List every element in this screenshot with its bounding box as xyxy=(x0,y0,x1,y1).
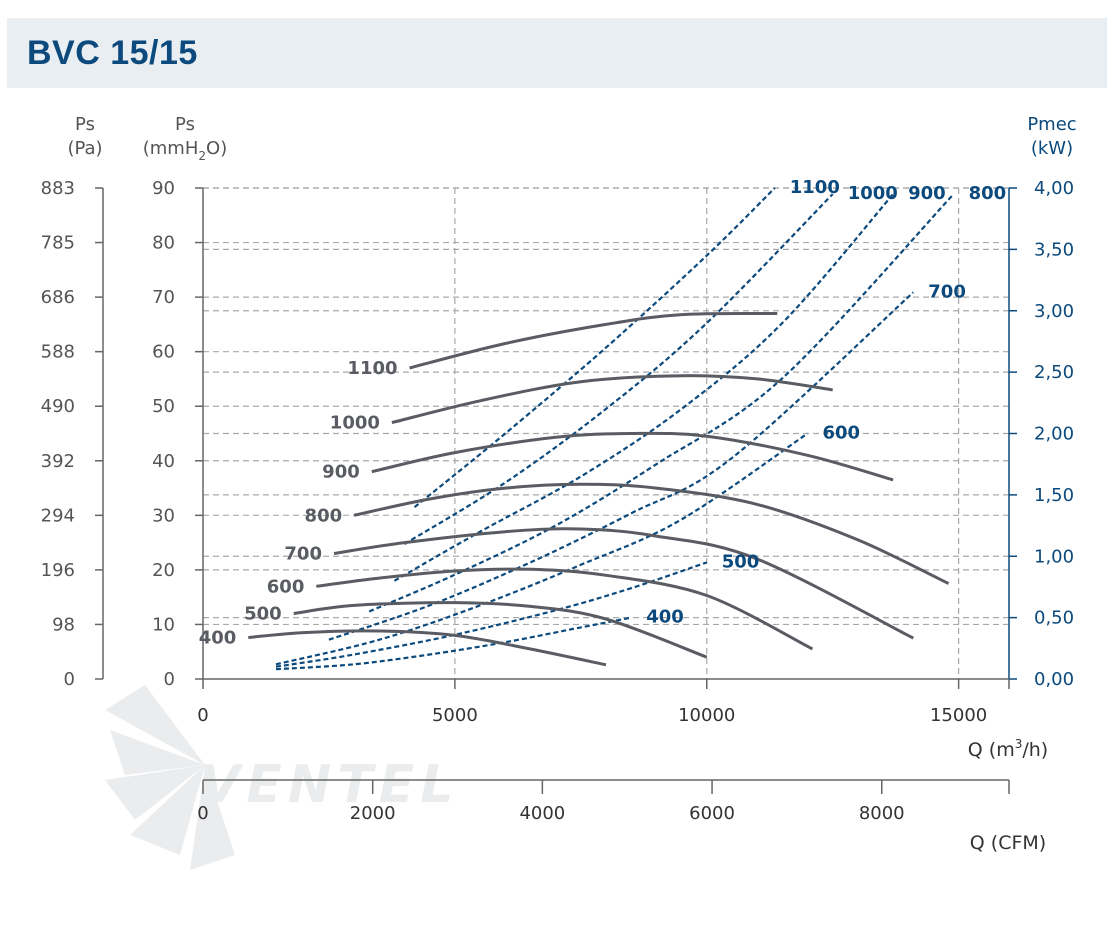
mm-tick-label: 80 xyxy=(152,233,175,254)
kw-tick-label: 0,00 xyxy=(1034,669,1074,690)
x-axis-title: Q (m3/h) xyxy=(968,737,1048,761)
power-curve-label-700: 700 xyxy=(928,281,966,302)
power-curve-500 xyxy=(275,561,708,668)
power-curve-label-1000: 1000 xyxy=(848,183,898,204)
right-axis-unit: (kW) xyxy=(1031,138,1073,159)
kw-tick-label: 4,00 xyxy=(1034,178,1074,199)
power-curve-800 xyxy=(368,193,955,613)
cfm-tick-label: 2000 xyxy=(350,803,396,824)
mm-tick-label: 30 xyxy=(152,505,175,526)
watermark-logo: VENTEL xyxy=(105,685,459,870)
pressure-curve-label-400: 400 xyxy=(199,628,237,649)
power-curve-label-800: 800 xyxy=(969,183,1007,204)
pressure-curve-700 xyxy=(333,527,914,640)
kw-tick-label: 3,00 xyxy=(1034,301,1074,322)
pressure-curve-400 xyxy=(248,629,607,667)
kw-tick-label: 2,00 xyxy=(1034,424,1074,445)
mid-axis-unit-mm: (mmH2O) xyxy=(143,138,227,163)
mm-tick-label: 20 xyxy=(152,560,175,581)
x-tick-label: 10000 xyxy=(678,705,735,726)
pressure-curve-label-1000: 1000 xyxy=(330,413,380,434)
pressure-curve-label-500: 500 xyxy=(244,604,282,625)
power-curve-700 xyxy=(328,291,915,641)
power-curve-label-1100: 1100 xyxy=(790,177,840,198)
watermark-text: VENTEL xyxy=(200,755,459,815)
kw-tick-label: 1,50 xyxy=(1034,485,1074,506)
x-tick-label: 5000 xyxy=(432,705,478,726)
pressure-curve-1000 xyxy=(391,374,833,425)
power-curve-1100 xyxy=(413,187,776,508)
kw-tick-label: 2,50 xyxy=(1034,362,1074,383)
pressure-curve-label-1100: 1100 xyxy=(347,358,397,379)
pa-tick-label: 196 xyxy=(41,560,75,581)
cfm-tick-label: 6000 xyxy=(689,803,735,824)
pressure-curve-1100 xyxy=(409,311,778,370)
mm-tick-label: 50 xyxy=(152,396,175,417)
mm-tick-label: 60 xyxy=(152,342,175,363)
left-axis-title-pa: Ps xyxy=(75,114,95,135)
mm-tick-label: 10 xyxy=(152,614,175,635)
kw-tick-label: 3,50 xyxy=(1034,239,1074,260)
power-curve-1000 xyxy=(403,193,834,545)
pa-tick-label: 294 xyxy=(41,505,75,526)
left-axis-unit-pa: (Pa) xyxy=(67,138,102,159)
pressure-curve-label-800: 800 xyxy=(305,505,343,526)
pa-tick-label: 0 xyxy=(64,669,75,690)
header-bar: BVC 15/15 xyxy=(7,18,1107,88)
x-tick-label: 0 xyxy=(197,705,208,726)
pa-tick-label: 588 xyxy=(41,342,75,363)
pressure-curve-label-600: 600 xyxy=(267,576,305,597)
power-curve-label-600: 600 xyxy=(823,423,861,444)
pressure-curve-600 xyxy=(316,567,814,651)
cfm-tick-label: 0 xyxy=(197,803,208,824)
mm-tick-label: 90 xyxy=(152,178,175,199)
pa-tick-label: 883 xyxy=(41,178,75,199)
mm-tick-label: 0 xyxy=(164,669,175,690)
pa-tick-label: 392 xyxy=(41,451,75,472)
pressure-curve-label-700: 700 xyxy=(284,544,322,565)
page-title: BVC 15/15 xyxy=(27,34,198,72)
kw-tick-label: 0,50 xyxy=(1034,608,1074,629)
x-tick-label: 15000 xyxy=(930,705,987,726)
pa-tick-label: 490 xyxy=(41,396,75,417)
cfm-tick-label: 8000 xyxy=(859,803,905,824)
power-curve-400 xyxy=(275,616,632,671)
pressure-curve-label-900: 900 xyxy=(322,462,360,483)
pressure-curve-500 xyxy=(293,601,708,659)
power-curve-900 xyxy=(393,193,894,582)
kw-tick-label: 1,00 xyxy=(1034,546,1074,567)
pa-tick-label: 785 xyxy=(41,233,75,254)
pa-tick-label: 686 xyxy=(41,287,75,308)
pressure-curve-900 xyxy=(371,431,894,482)
cfm-axis-title: Q (CFM) xyxy=(970,832,1046,854)
pressure-curve-800 xyxy=(353,482,950,585)
mid-axis-title-mm: Ps xyxy=(175,114,195,135)
power-curve-label-900: 900 xyxy=(908,183,946,204)
right-axis-title: Pmec xyxy=(1027,114,1076,135)
power-curve-label-400: 400 xyxy=(646,607,684,628)
power-curve-label-500: 500 xyxy=(722,551,760,572)
power-curve-600 xyxy=(275,432,809,666)
pa-tick-label: 98 xyxy=(52,614,75,635)
mm-tick-label: 70 xyxy=(152,287,175,308)
mm-tick-label: 40 xyxy=(152,451,175,472)
cfm-tick-label: 4000 xyxy=(519,803,565,824)
